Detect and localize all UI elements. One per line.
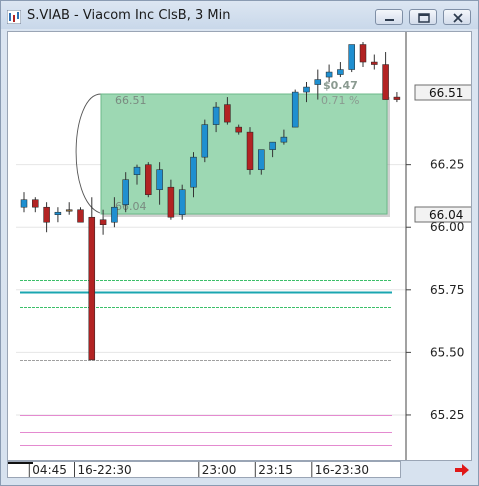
overlay-connector-curve	[75, 93, 102, 214]
candle-body	[325, 71, 333, 78]
candle-body	[65, 209, 73, 212]
y-tick-label: 66.00	[430, 220, 464, 234]
candle-body	[99, 219, 107, 225]
x-tick-label: 16-23:30	[315, 463, 369, 477]
candle-body	[258, 149, 265, 170]
candle-body	[122, 179, 129, 205]
candle-body	[54, 211, 62, 215]
candle-body	[280, 136, 288, 143]
overlay-upper-price: 66.51	[115, 94, 147, 107]
y-tick-label: 65.50	[430, 345, 464, 359]
price-badge-lower: 66.04	[429, 208, 463, 222]
candle-body	[393, 96, 401, 100]
candle-body	[337, 69, 344, 75]
minimize-icon	[385, 19, 394, 21]
candle-body	[291, 91, 299, 128]
candle-body	[303, 86, 310, 93]
y-tick-label: 65.75	[430, 283, 464, 297]
x-tick-label: 23:15	[258, 463, 293, 477]
candle-body	[88, 216, 96, 361]
candle-body	[224, 104, 231, 123]
restore-icon	[418, 13, 430, 23]
candle-body	[314, 79, 322, 85]
minimize-button[interactable]	[375, 9, 403, 25]
candle-body	[77, 209, 84, 223]
y-tick-label: 66.25	[430, 158, 464, 172]
scroll-right-arrow-icon[interactable]	[453, 463, 471, 477]
x-tick-label: 04:45	[32, 463, 67, 477]
candle-body	[359, 44, 367, 63]
candle-body	[156, 169, 163, 190]
candle-body	[167, 186, 175, 218]
candle-body	[382, 64, 389, 100]
time-axis-scroll-mark	[8, 462, 33, 464]
x-tick-label: 16-22:30	[78, 463, 132, 477]
candle-body	[32, 199, 39, 208]
candle-body	[190, 156, 197, 188]
price-badge-upper-bg	[414, 84, 471, 101]
price-range-overlay[interactable]	[100, 93, 388, 215]
candle-body	[145, 164, 152, 195]
x-tick-label: 23:00	[202, 463, 237, 477]
candle-body	[348, 44, 355, 70]
chart-app-icon	[7, 10, 21, 24]
candle-body	[111, 206, 118, 223]
chart-area[interactable]: 66.51 66.04 $0.47 0.71 % 66.25 66.00 65.75…	[7, 31, 472, 461]
window-title: S.VIAB - Viacom Inc ClsB, 3 Min	[27, 8, 231, 23]
y-tick-label: 65.25	[430, 408, 464, 422]
close-icon	[453, 13, 463, 23]
overlay-lower-price: 66.04	[115, 200, 147, 213]
candle-body	[269, 141, 276, 150]
candle-body	[20, 199, 28, 208]
close-button[interactable]	[443, 9, 471, 25]
candle-body	[178, 189, 186, 215]
axis-corner	[401, 461, 472, 478]
overlay-change-percent: 0.71 %	[321, 94, 359, 107]
candle-body	[43, 206, 50, 223]
time-axis[interactable]: 04:45 16-22:30 23:00 23:15 16-23:30	[7, 461, 401, 478]
candle-body	[133, 166, 141, 175]
candle-body	[212, 106, 220, 125]
candle-body	[371, 61, 378, 65]
price-chart[interactable]: 66.51 66.04 $0.47 0.71 % 66.25 66.00 65.75…	[8, 32, 471, 460]
time-axis-labels: 04:45 16-22:30 23:00 23:15 16-23:30	[8, 462, 369, 477]
candle-body	[201, 124, 209, 158]
candle-body	[246, 131, 254, 170]
restore-button[interactable]	[409, 9, 437, 25]
candle-body	[235, 126, 242, 133]
overlay-change-value: $0.47	[323, 79, 358, 92]
price-badge-lower-bg	[414, 206, 471, 223]
title-bar[interactable]: S.VIAB - Viacom Inc ClsB, 3 Min	[1, 1, 478, 29]
price-badge-upper: 66.51	[429, 86, 463, 100]
